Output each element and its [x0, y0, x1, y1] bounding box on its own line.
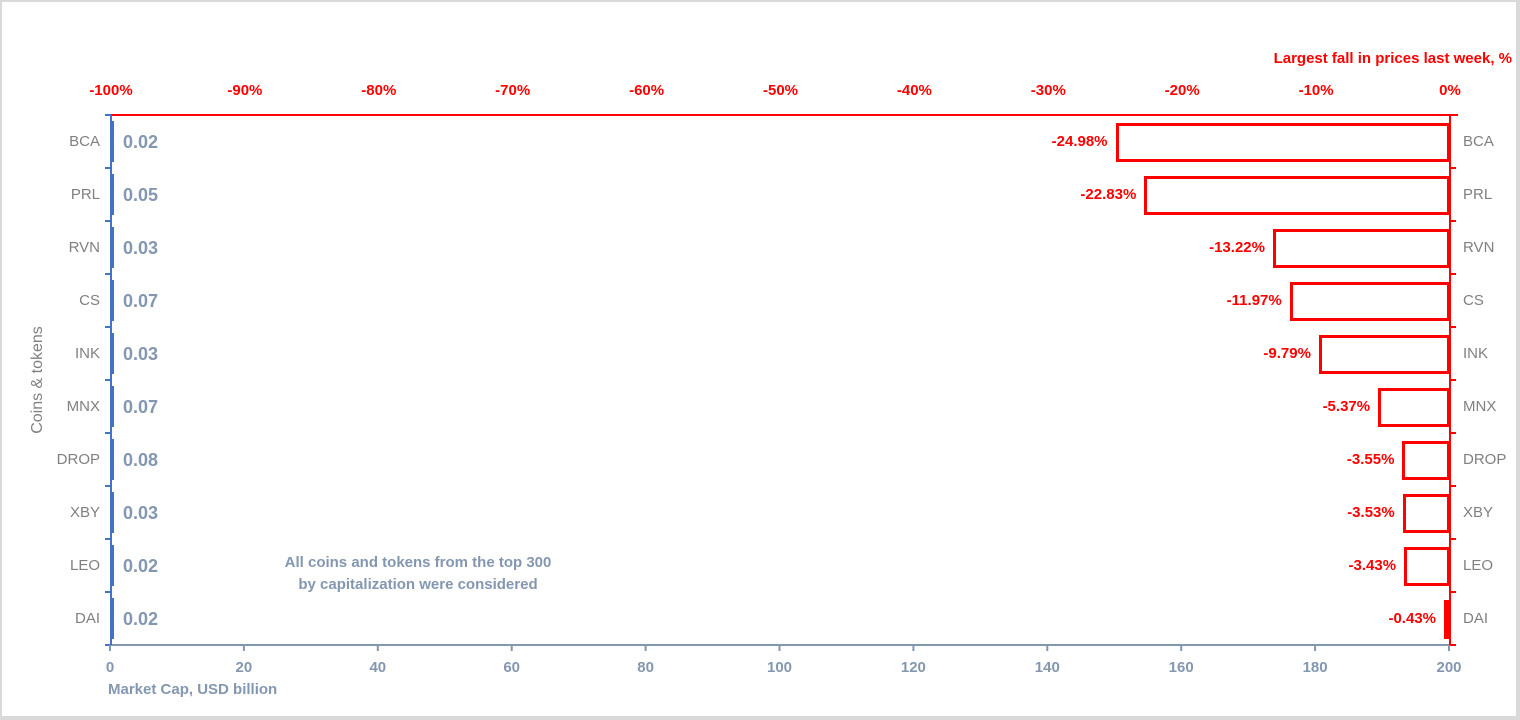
price-fall-bar — [1272, 229, 1450, 268]
bottom-axis-tick-label: 160 — [1168, 659, 1194, 676]
annotation-note: All coins and tokens from the top 300 by… — [284, 554, 552, 593]
price-fall-bar — [1402, 494, 1450, 533]
market-cap-value: 0.07 — [123, 396, 159, 417]
category-label-right: LEO — [1463, 556, 1494, 574]
bottom-axis-tick-label: 20 — [235, 659, 253, 676]
top-axis-tick-label: -20% — [1164, 82, 1200, 99]
category-label-right: CS — [1463, 291, 1484, 309]
bottom-axis-tick-label: 180 — [1302, 659, 1328, 676]
category-label-right: XBY — [1463, 503, 1494, 521]
price-fall-bar — [1289, 282, 1450, 321]
market-cap-value: 0.02 — [123, 131, 159, 152]
category-label-left: PRL — [70, 185, 100, 203]
bottom-axis-title: Market Cap, USD billion — [108, 681, 278, 698]
top-axis-tick-label: -50% — [762, 82, 799, 99]
top-axis-tick-label: -10% — [1298, 82, 1334, 99]
price-fall-label: -11.97% — [1226, 291, 1282, 309]
market-cap-bar — [111, 333, 114, 374]
market-cap-bar — [111, 280, 114, 321]
price-fall-label: -3.53% — [1347, 503, 1395, 521]
category-label-left: BCA — [69, 132, 100, 150]
bottom-axis-tick-label: 60 — [503, 659, 521, 676]
price-fall-label: -9.79% — [1263, 344, 1311, 362]
market-cap-bar — [111, 545, 114, 586]
market-cap-bar — [111, 492, 114, 533]
price-fall-label: -3.43% — [1348, 556, 1397, 574]
price-fall-label: -22.83% — [1080, 185, 1137, 203]
bottom-axis-tick-label: 120 — [900, 659, 926, 676]
bottom-axis-tick-label: 0 — [105, 659, 115, 676]
category-label-left: INK — [74, 344, 100, 362]
category-label-left: XBY — [69, 503, 100, 521]
market-cap-bar — [111, 439, 114, 480]
market-cap-value: 0.03 — [123, 237, 159, 258]
category-label-right: DROP — [1463, 450, 1507, 468]
category-label-right: DAI — [1463, 609, 1489, 627]
top-axis-tick-label: -40% — [896, 82, 932, 99]
category-label-right: BCA — [1463, 132, 1494, 150]
category-label-right: MNX — [1463, 397, 1497, 415]
bottom-axis-tick-label: 140 — [1034, 659, 1060, 676]
top-axis-tick-label: -30% — [1030, 82, 1066, 99]
top-axis-tick-label: -80% — [361, 82, 397, 99]
category-label-left: LEO — [69, 556, 100, 574]
market-cap-bar — [111, 121, 114, 162]
top-axis-tick-label: 0% — [1439, 82, 1461, 99]
category-label-right: PRL — [1463, 185, 1493, 203]
bottom-axis-tick-label: 80 — [637, 659, 654, 676]
top-axis-tick-label: -100% — [89, 82, 133, 99]
bottom-axis-tick-label: 200 — [1436, 659, 1462, 676]
category-label-left: RVN — [68, 238, 100, 256]
price-fall-label: -24.98% — [1051, 132, 1108, 150]
price-fall-bar — [1404, 547, 1450, 586]
price-fall-bar — [1402, 441, 1450, 480]
price-fall-label: -3.55% — [1346, 450, 1395, 468]
category-label-left: MNX — [66, 397, 100, 415]
market-cap-bar — [111, 598, 114, 639]
market-cap-value: 0.07 — [123, 290, 159, 311]
market-cap-value: 0.02 — [123, 608, 159, 629]
category-label-right: RVN — [1463, 238, 1495, 256]
price-fall-label: -0.43% — [1388, 609, 1436, 627]
market-cap-value: 0.05 — [123, 184, 159, 205]
market-cap-value: 0.02 — [123, 555, 159, 576]
price-fall-bar — [1115, 123, 1450, 162]
bottom-axis-tick-label: 40 — [369, 659, 387, 676]
top-axis-tick-label: -90% — [227, 82, 263, 99]
price-fall-label: -13.22% — [1209, 238, 1265, 256]
category-label-left: DAI — [74, 609, 100, 627]
category-label-right: INK — [1463, 344, 1489, 362]
top-axis-title: Largest fall in prices last week, % — [1273, 50, 1512, 67]
bottom-axis-tick-label: 100 — [766, 659, 793, 676]
price-fall-bar — [1318, 335, 1450, 374]
market-cap-bar — [111, 386, 114, 427]
market-cap-value: 0.03 — [123, 343, 159, 364]
price-fall-bar — [1378, 388, 1450, 427]
top-axis-tick-label: -70% — [495, 82, 531, 99]
market-cap-value: 0.03 — [123, 502, 159, 523]
category-label-left: DROP — [56, 450, 100, 468]
price-fall-bar — [1144, 176, 1450, 215]
top-axis-tick-label: -60% — [629, 82, 665, 99]
category-label-left: CS — [79, 291, 100, 309]
market-cap-bar — [111, 174, 114, 215]
market-cap-bar — [111, 227, 114, 268]
y-axis-title: Coins & tokens — [29, 326, 46, 434]
price-fall-label: -5.37% — [1322, 397, 1371, 415]
market-cap-value: 0.08 — [123, 449, 159, 470]
price-fall-bar — [1444, 600, 1450, 639]
